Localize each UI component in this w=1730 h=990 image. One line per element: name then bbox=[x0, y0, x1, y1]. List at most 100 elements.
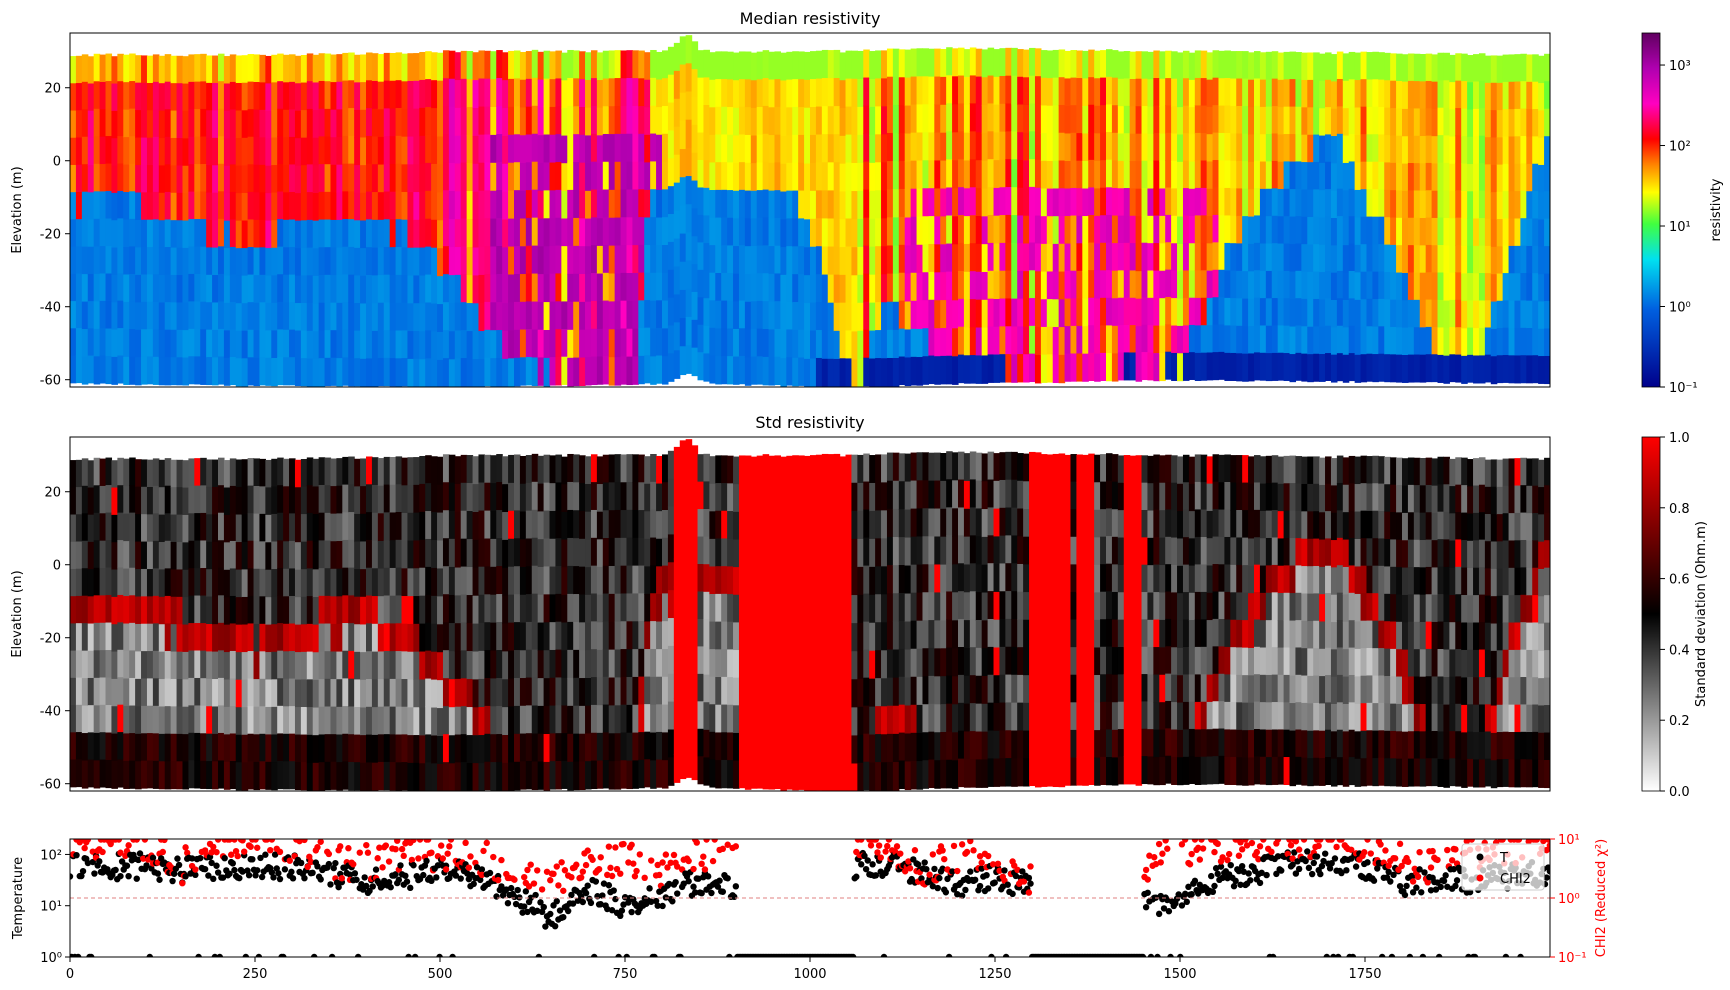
std-cell bbox=[898, 592, 906, 622]
std-cell bbox=[821, 482, 829, 511]
median-cell bbox=[448, 359, 456, 387]
median-cell bbox=[1218, 78, 1225, 107]
std-cell bbox=[999, 702, 1006, 731]
std-cell bbox=[810, 622, 817, 652]
std-cell bbox=[253, 596, 261, 625]
std-cell bbox=[833, 482, 841, 511]
median-cell bbox=[271, 247, 278, 276]
median-cell bbox=[1076, 78, 1083, 107]
median-cell bbox=[93, 163, 101, 192]
std-cell bbox=[389, 678, 397, 708]
median-cell bbox=[182, 275, 189, 304]
std-cell bbox=[792, 761, 799, 791]
median-cell bbox=[1265, 79, 1273, 108]
median-cell bbox=[318, 302, 326, 332]
median-cell bbox=[1419, 245, 1427, 274]
std-cell bbox=[454, 567, 462, 596]
median-cell bbox=[585, 246, 592, 275]
std-cell bbox=[170, 706, 178, 735]
std-cell bbox=[952, 592, 959, 621]
median-cell bbox=[241, 55, 249, 84]
std-cell bbox=[987, 507, 995, 536]
median-cell bbox=[703, 215, 710, 244]
median-cell bbox=[632, 78, 639, 107]
median-cell bbox=[916, 48, 924, 77]
median-cell bbox=[798, 134, 805, 164]
median-cell bbox=[1052, 216, 1060, 245]
median-cell bbox=[123, 356, 130, 385]
median-cell bbox=[662, 161, 669, 190]
std-cell bbox=[478, 594, 485, 624]
median-cell bbox=[1141, 242, 1149, 271]
std-cell bbox=[851, 538, 858, 568]
median-cell bbox=[289, 109, 296, 138]
median-cell bbox=[632, 328, 639, 358]
median-cell bbox=[1236, 105, 1243, 135]
median-cell bbox=[1005, 326, 1012, 355]
std-cell bbox=[673, 614, 681, 644]
median-cell bbox=[1117, 106, 1125, 135]
std-cell bbox=[958, 646, 965, 676]
median-cell bbox=[1319, 53, 1326, 82]
median-cell bbox=[644, 245, 651, 274]
median-cell bbox=[437, 52, 444, 82]
median-cell bbox=[1348, 325, 1356, 354]
median-cell bbox=[981, 327, 989, 357]
median-cell bbox=[910, 188, 918, 218]
median-cell bbox=[371, 53, 379, 82]
median-cell bbox=[283, 164, 290, 193]
std-cell bbox=[123, 513, 130, 542]
median-cell bbox=[1526, 355, 1533, 384]
std-cell bbox=[401, 457, 409, 486]
median-cell bbox=[1437, 299, 1445, 329]
median-cell bbox=[1212, 77, 1220, 106]
std-cell bbox=[419, 707, 426, 736]
median-cell bbox=[502, 275, 509, 304]
std-cell bbox=[129, 595, 136, 624]
median-cell bbox=[135, 219, 142, 249]
std-cell bbox=[342, 706, 349, 735]
std-cell bbox=[1011, 619, 1018, 648]
median-cell bbox=[141, 55, 148, 84]
median-cell bbox=[431, 247, 438, 277]
std-cell bbox=[105, 595, 113, 624]
std-cell bbox=[182, 460, 189, 489]
median-cell bbox=[579, 106, 586, 136]
median-cell bbox=[141, 137, 148, 166]
median-cell bbox=[839, 191, 847, 220]
std-cell bbox=[490, 594, 497, 624]
median-cell bbox=[1425, 299, 1433, 328]
median-cell bbox=[892, 301, 900, 331]
median-cell bbox=[306, 358, 314, 387]
median-cell bbox=[1330, 190, 1338, 219]
std-cell bbox=[744, 622, 752, 651]
median-cell bbox=[1538, 301, 1545, 330]
median-cell bbox=[1023, 298, 1030, 328]
median-cell bbox=[1230, 105, 1237, 135]
median-cell bbox=[1259, 106, 1267, 135]
median-cell bbox=[389, 247, 397, 276]
median-cell bbox=[218, 328, 225, 358]
median-cell bbox=[804, 79, 811, 109]
std-cell bbox=[531, 565, 539, 595]
median-cell bbox=[567, 357, 574, 387]
median-cell bbox=[1129, 270, 1137, 299]
median-cell bbox=[235, 220, 243, 249]
median-cell bbox=[1182, 78, 1190, 107]
median-cell bbox=[371, 358, 379, 387]
median-cell bbox=[253, 247, 261, 276]
median-cell bbox=[821, 302, 829, 332]
median-cell bbox=[833, 78, 841, 107]
std-cell bbox=[182, 597, 189, 626]
median-cell bbox=[1538, 164, 1545, 193]
median-cell bbox=[886, 217, 894, 247]
median-cell bbox=[1135, 51, 1143, 80]
std-cell bbox=[762, 677, 770, 706]
median-cell bbox=[395, 80, 403, 109]
median-cell bbox=[348, 191, 355, 220]
median-cell bbox=[1473, 54, 1480, 83]
std-cell bbox=[969, 731, 977, 760]
std-cell bbox=[1029, 479, 1036, 509]
std-cell bbox=[152, 513, 160, 542]
std-cell bbox=[306, 485, 314, 514]
